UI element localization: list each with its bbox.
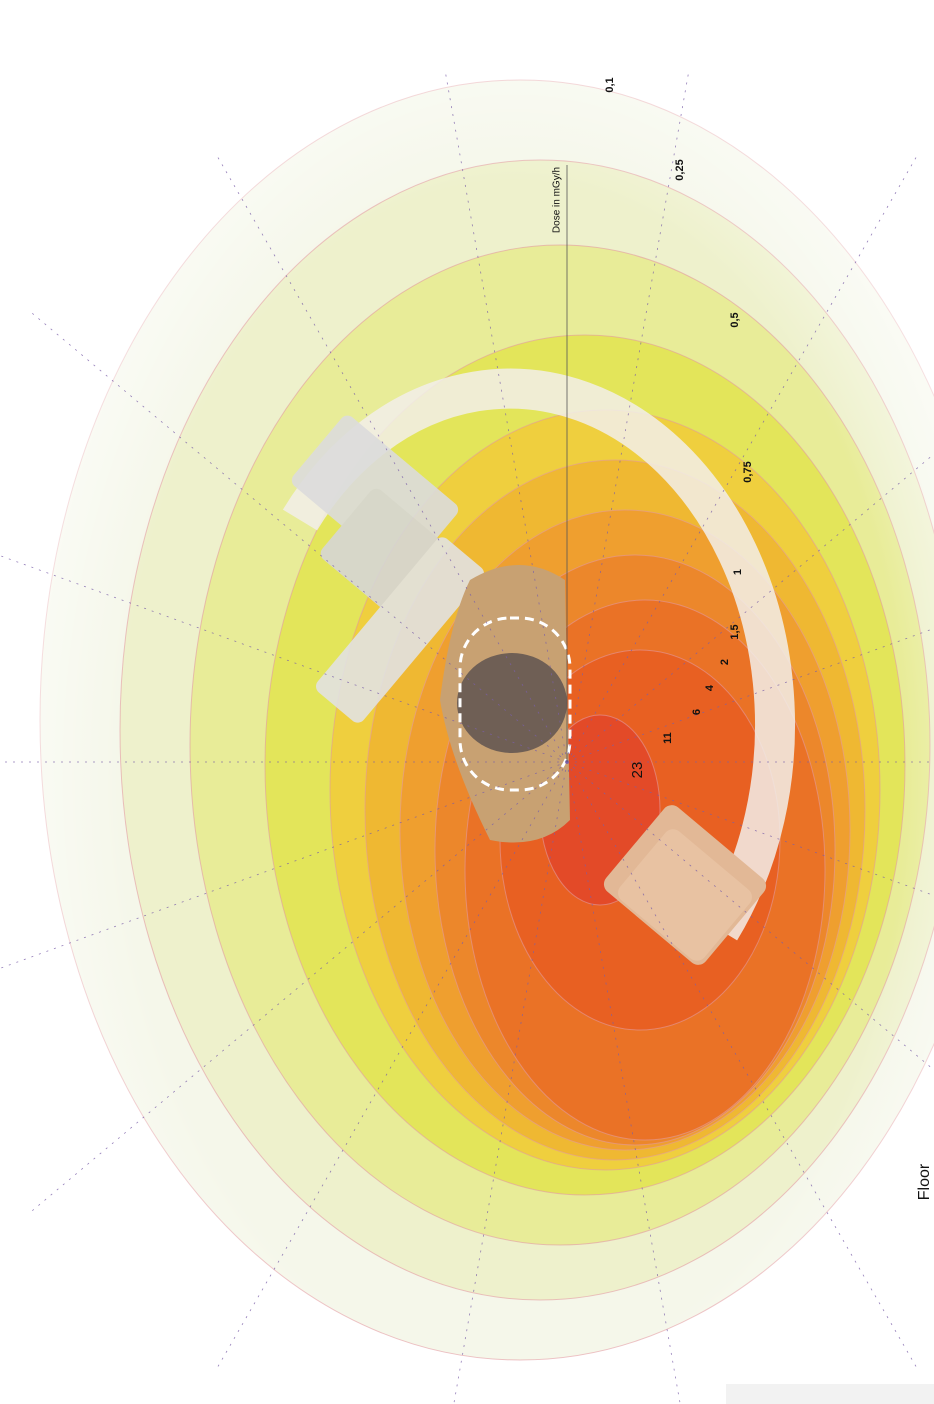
isodose-label: 0,25 [674,159,686,180]
isodose-labels: 0,1 0,25 0,5 0,75 1 1,5 2 4 6 11 23 [604,77,754,778]
isodose-label: 4 [704,684,716,691]
isodose-label: 23 [629,762,646,779]
isodose-label: 1,5 [729,624,741,639]
isodose-label: 0,5 [729,312,741,327]
field-outline [458,616,572,792]
isodose-label: 6 [691,709,703,715]
c-arm [282,368,795,941]
isodose-label: 0,75 [742,461,754,482]
patient-head [457,653,567,753]
tube [603,805,767,965]
axis-label: Dose in mGy/h [552,167,563,233]
footer-strip [726,1384,934,1404]
detector [291,415,484,723]
floor-label: Floor [916,1163,933,1200]
isodose-label: 11 [662,732,674,744]
isodose-label: 0,1 [604,77,616,92]
isodose-label: 2 [719,659,731,665]
isodose-label: 1 [732,569,744,575]
